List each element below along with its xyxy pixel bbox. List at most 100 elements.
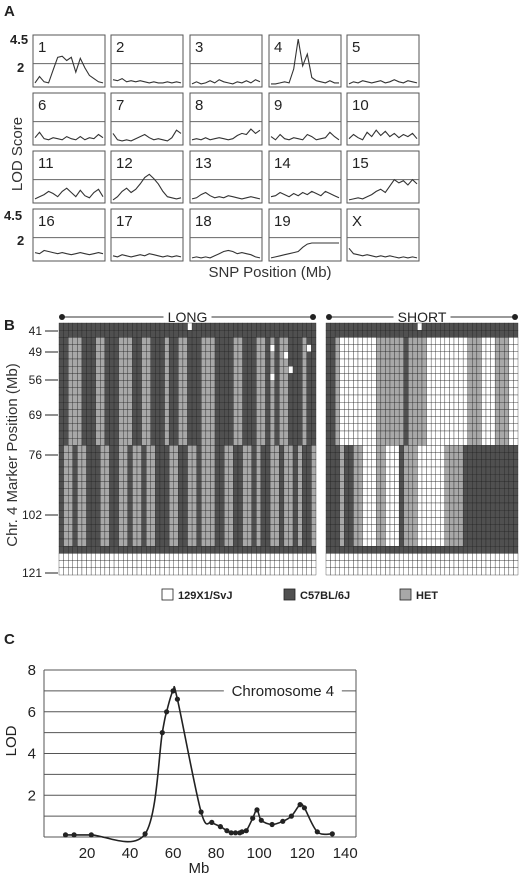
genotype-cell <box>376 445 382 453</box>
genotype-cell <box>81 394 87 403</box>
genotype-cell <box>394 430 400 439</box>
genotype-cell <box>201 481 207 489</box>
genotype-cell <box>508 394 514 403</box>
genotype-cell <box>330 531 336 540</box>
genotype-cell <box>104 430 110 439</box>
genotype-cell <box>127 351 133 360</box>
genotype-cell <box>168 531 174 540</box>
genotype-cell <box>146 466 151 475</box>
genotype-cell <box>476 387 482 396</box>
genotype-cell <box>279 409 285 417</box>
genotype-cell <box>362 351 368 360</box>
genotype-cell <box>421 560 427 568</box>
genotype-cell <box>508 546 514 554</box>
genotype-cell <box>274 445 280 453</box>
genotype-cell <box>490 553 496 561</box>
genotype-cell <box>376 531 382 540</box>
genotype-cell <box>462 330 468 338</box>
genotype-cell <box>325 553 331 561</box>
genotype-cell <box>260 495 266 504</box>
genotype-cell <box>292 531 298 540</box>
genotype-cell <box>265 488 271 496</box>
genotype-cell <box>302 373 307 381</box>
genotype-cell <box>251 402 257 410</box>
genotype-cell <box>412 344 418 352</box>
genotype-cell <box>481 466 487 475</box>
genotype-cell <box>104 337 110 345</box>
genotype-cell <box>421 495 427 504</box>
genotype-cell <box>86 330 92 338</box>
genotype-cell <box>513 502 519 511</box>
genotype-cell <box>366 567 372 576</box>
genotype-cell <box>357 553 363 561</box>
genotype-cell <box>178 452 184 460</box>
genotype-cell <box>260 445 266 453</box>
genotype-cell <box>109 322 115 331</box>
genotype-cell <box>311 380 317 388</box>
genotype-cell <box>453 387 459 396</box>
genotype-cell <box>353 438 359 446</box>
genotype-cell <box>205 344 211 352</box>
genotype-cell <box>380 553 386 561</box>
genotype-cell <box>440 510 446 518</box>
genotype-cell <box>440 488 446 496</box>
genotype-cell <box>168 373 174 381</box>
genotype-cell <box>467 553 473 561</box>
genotype-cell <box>398 481 404 489</box>
genotype-cell <box>398 337 404 345</box>
genotype-cell <box>371 488 377 496</box>
genotype-cell <box>408 553 414 561</box>
genotype-cell <box>150 474 156 482</box>
genotype-cell <box>100 524 106 532</box>
genotype-cell <box>440 531 446 540</box>
genotype-cell <box>472 546 478 554</box>
genotype-cell <box>306 366 312 374</box>
genotype-cell <box>389 351 395 360</box>
genotype-cell <box>302 322 307 331</box>
genotype-cell <box>385 481 391 489</box>
genotype-cell <box>242 330 248 338</box>
genotype-cell <box>219 517 225 525</box>
genotype-cell <box>104 488 110 496</box>
lod-point <box>243 828 249 834</box>
genotype-cell <box>146 423 151 432</box>
genotype-cell <box>201 466 207 475</box>
genotype-cell <box>389 524 395 532</box>
genotype-cell <box>242 481 248 489</box>
genotype-cell <box>141 387 147 396</box>
genotype-cell <box>150 394 156 403</box>
genotype-cell <box>458 387 464 396</box>
genotype-cell <box>150 430 156 439</box>
genotype-cell <box>453 351 459 360</box>
genotype-cell <box>159 481 165 489</box>
genotype-cell <box>288 344 294 352</box>
genotype-cell <box>453 531 459 540</box>
genotype-cell <box>499 373 505 381</box>
genotype-cell <box>325 466 331 475</box>
genotype-cell <box>417 387 423 396</box>
lod-point <box>250 815 256 821</box>
genotype-cell <box>214 438 220 446</box>
genotype-cell <box>440 546 446 554</box>
genotype-cell <box>430 510 436 518</box>
genotype-cell <box>146 524 151 532</box>
genotype-cell <box>453 560 459 568</box>
genotype-cell <box>237 358 243 367</box>
genotype-cell <box>246 344 252 352</box>
genotype-cell <box>219 394 225 403</box>
genotype-cell <box>95 337 101 345</box>
genotype-cell <box>123 366 129 374</box>
genotype-cell <box>353 330 359 338</box>
genotype-cell <box>246 567 252 576</box>
genotype-cell <box>201 402 207 410</box>
genotype-cell <box>513 531 519 540</box>
genotype-cell <box>398 560 404 568</box>
genotype-cell <box>118 459 124 468</box>
genotype-cell <box>485 495 491 504</box>
genotype-cell <box>408 459 414 468</box>
genotype-cell <box>269 488 275 496</box>
genotype-cell <box>164 423 170 432</box>
genotype-cell <box>394 459 400 468</box>
genotype-cell <box>380 567 386 576</box>
genotype-cell <box>385 438 391 446</box>
